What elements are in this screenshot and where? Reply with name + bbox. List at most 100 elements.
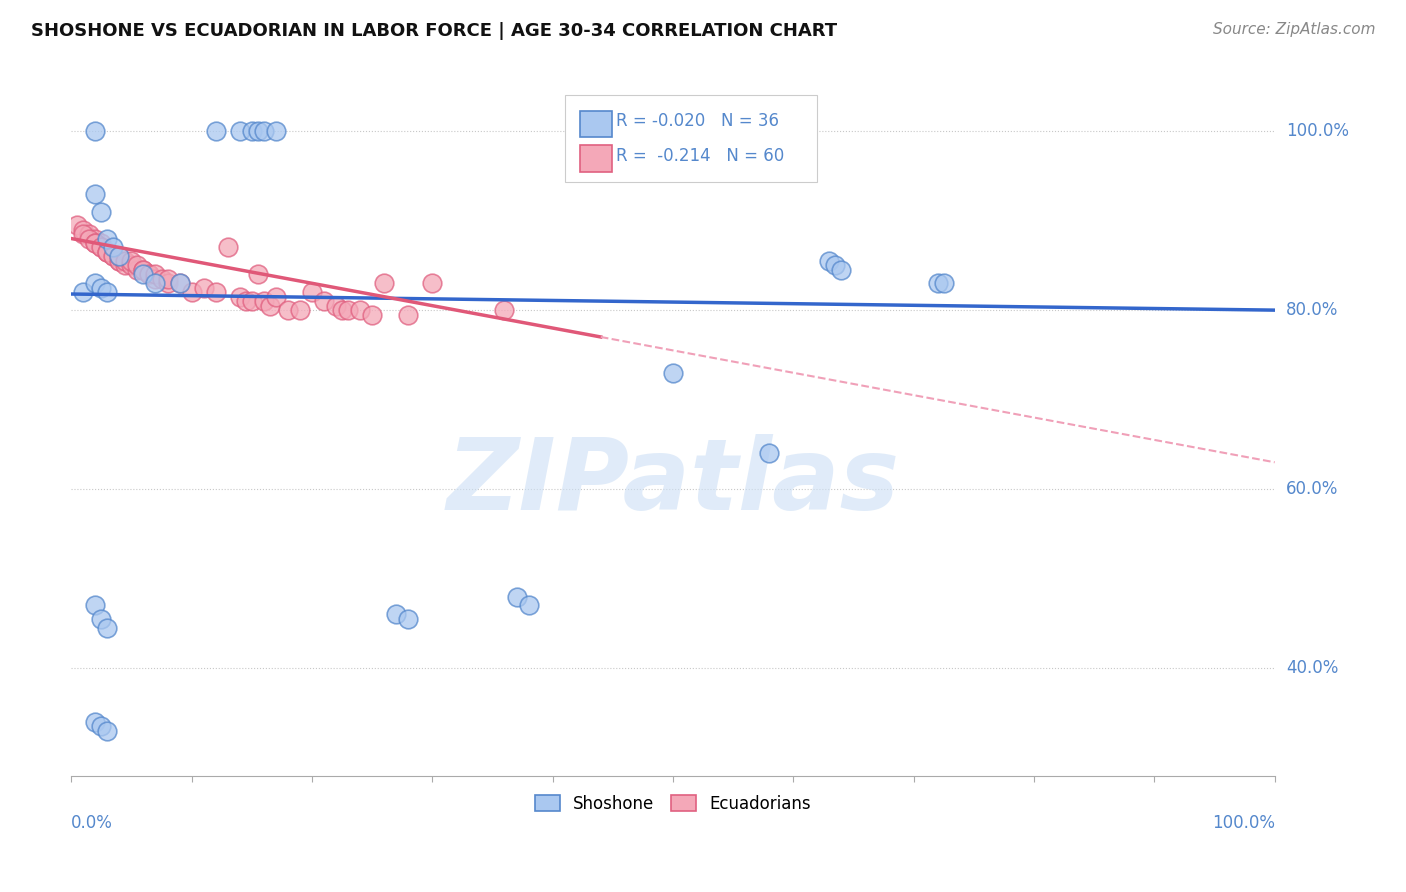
- Point: [927, 277, 949, 291]
- Point: [824, 259, 846, 273]
- Point: [96, 723, 118, 738]
- Point: [90, 281, 112, 295]
- Point: [138, 268, 160, 282]
- Text: 40.0%: 40.0%: [1286, 659, 1339, 677]
- Point: [90, 240, 112, 254]
- Point: [264, 124, 287, 138]
- Point: [120, 259, 142, 273]
- FancyBboxPatch shape: [581, 111, 612, 136]
- Point: [662, 366, 685, 380]
- Text: 100.0%: 100.0%: [1212, 814, 1275, 832]
- Point: [96, 231, 118, 245]
- Point: [312, 294, 335, 309]
- Point: [246, 124, 269, 138]
- Point: [90, 612, 112, 626]
- Point: [108, 253, 131, 268]
- Point: [193, 281, 215, 295]
- Point: [90, 204, 112, 219]
- Point: [138, 268, 160, 282]
- Point: [90, 235, 112, 250]
- Point: [132, 268, 155, 282]
- Point: [349, 303, 371, 318]
- FancyBboxPatch shape: [581, 145, 612, 171]
- Point: [373, 277, 395, 291]
- Point: [420, 277, 443, 291]
- Point: [96, 244, 118, 259]
- Point: [169, 277, 191, 291]
- Point: [103, 240, 125, 254]
- Text: R = -0.020   N = 36: R = -0.020 N = 36: [616, 112, 779, 129]
- Point: [145, 277, 167, 291]
- Point: [72, 285, 94, 300]
- Point: [240, 294, 263, 309]
- Point: [84, 186, 107, 201]
- Point: [830, 263, 852, 277]
- Legend: Shoshone, Ecuadorians: Shoshone, Ecuadorians: [529, 789, 818, 820]
- Point: [204, 285, 226, 300]
- Point: [932, 277, 955, 291]
- Point: [84, 235, 107, 250]
- Point: [145, 272, 167, 286]
- Point: [229, 124, 252, 138]
- Point: [169, 277, 191, 291]
- Point: [204, 124, 226, 138]
- Point: [127, 263, 149, 277]
- Point: [288, 303, 311, 318]
- Point: [217, 240, 239, 254]
- Point: [79, 227, 101, 241]
- Point: [108, 253, 131, 268]
- Point: [84, 599, 107, 613]
- Point: [132, 263, 155, 277]
- Point: [96, 244, 118, 259]
- Text: 80.0%: 80.0%: [1286, 301, 1339, 319]
- Point: [127, 259, 149, 273]
- Point: [818, 253, 841, 268]
- Point: [84, 714, 107, 729]
- Point: [396, 308, 419, 322]
- Point: [108, 249, 131, 263]
- Point: [96, 621, 118, 635]
- Point: [156, 277, 179, 291]
- Point: [156, 272, 179, 286]
- Point: [240, 124, 263, 138]
- Point: [253, 294, 276, 309]
- Point: [337, 303, 360, 318]
- Point: [96, 285, 118, 300]
- Point: [84, 231, 107, 245]
- Point: [103, 249, 125, 263]
- Point: [505, 590, 527, 604]
- Point: [72, 222, 94, 236]
- Point: [96, 244, 118, 259]
- Point: [385, 607, 408, 622]
- Text: SHOSHONE VS ECUADORIAN IN LABOR FORCE | AGE 30-34 CORRELATION CHART: SHOSHONE VS ECUADORIAN IN LABOR FORCE | …: [31, 22, 837, 40]
- Point: [79, 231, 101, 245]
- Point: [120, 253, 142, 268]
- FancyBboxPatch shape: [565, 95, 817, 182]
- Text: R =  -0.214   N = 60: R = -0.214 N = 60: [616, 146, 785, 165]
- Point: [246, 268, 269, 282]
- Point: [259, 299, 281, 313]
- Point: [84, 277, 107, 291]
- Point: [90, 719, 112, 733]
- Point: [103, 249, 125, 263]
- Point: [396, 612, 419, 626]
- Point: [494, 303, 516, 318]
- Point: [66, 218, 89, 232]
- Point: [235, 294, 257, 309]
- Point: [264, 290, 287, 304]
- Point: [361, 308, 384, 322]
- Point: [301, 285, 323, 300]
- Point: [229, 290, 252, 304]
- Point: [253, 124, 276, 138]
- Point: [72, 227, 94, 241]
- Point: [114, 259, 136, 273]
- Point: [330, 303, 353, 318]
- Point: [277, 303, 299, 318]
- Text: 100.0%: 100.0%: [1286, 122, 1348, 140]
- Point: [84, 235, 107, 250]
- Point: [325, 299, 347, 313]
- Point: [150, 272, 173, 286]
- Point: [180, 285, 202, 300]
- Point: [517, 599, 540, 613]
- Point: [145, 268, 167, 282]
